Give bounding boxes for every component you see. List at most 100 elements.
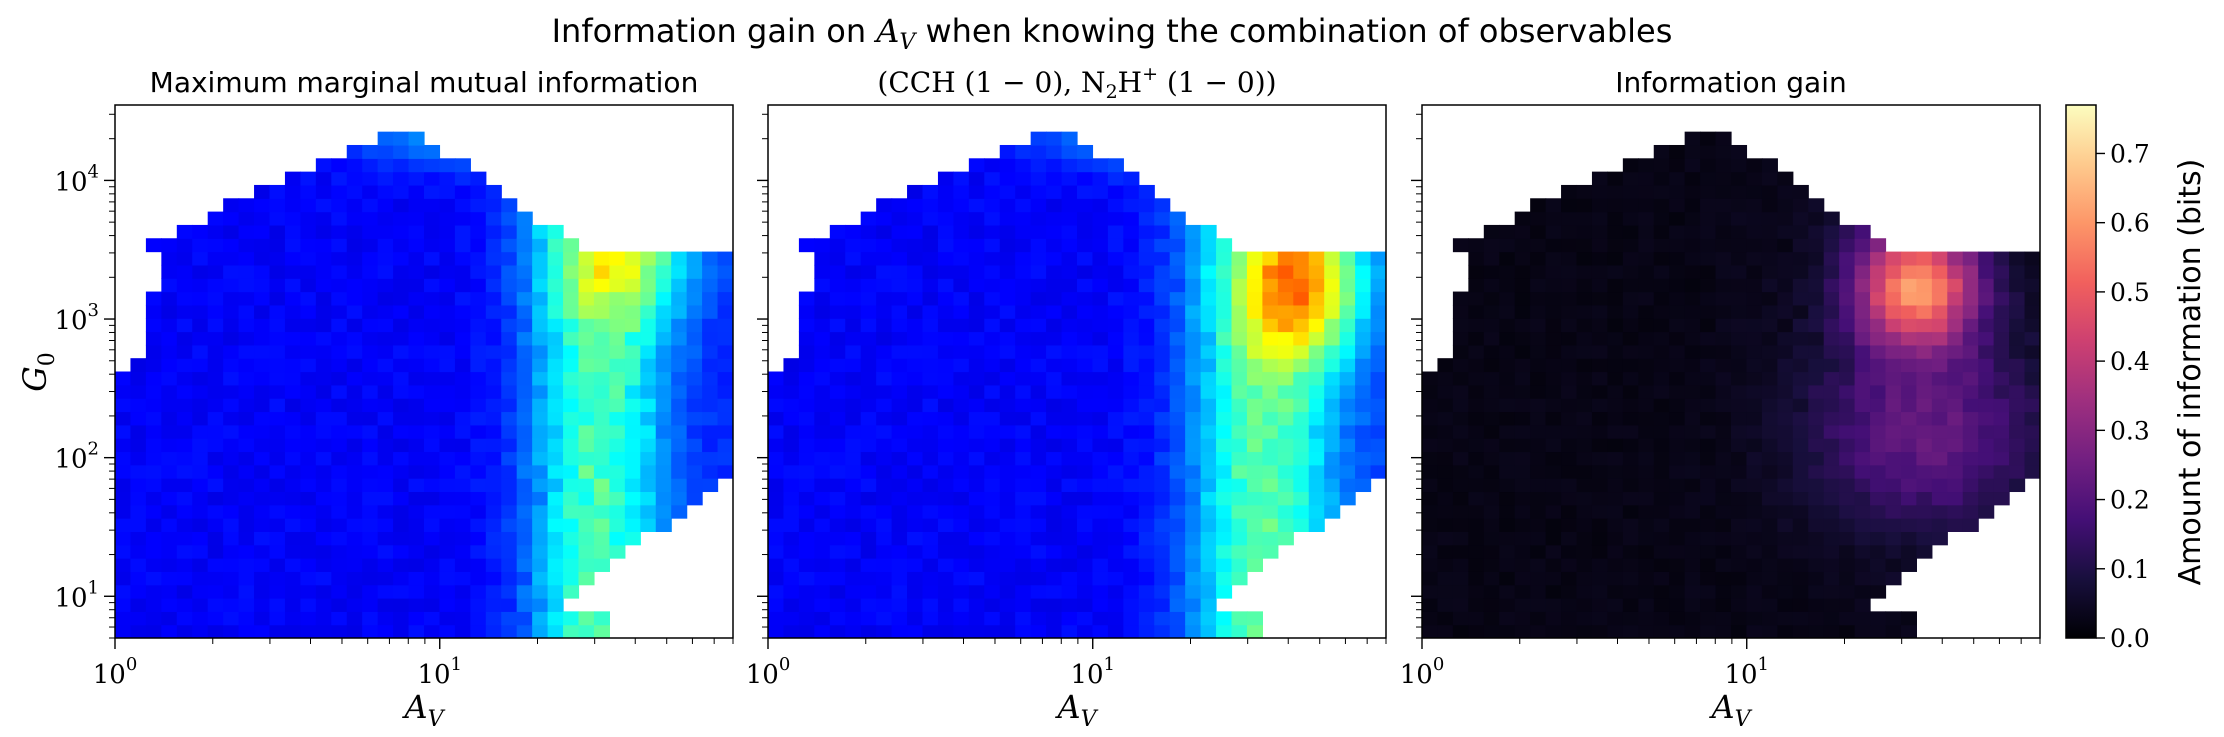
heatmap-cell <box>470 411 487 426</box>
heatmap-cell <box>1277 251 1294 266</box>
heatmap-cell <box>145 238 162 253</box>
heatmap-cell <box>1823 211 1840 226</box>
heatmap-cell <box>876 398 893 413</box>
heatmap-cell <box>1715 278 1732 293</box>
heatmap-cell <box>593 344 610 359</box>
heatmap-cell <box>1324 264 1341 279</box>
heatmap-cell <box>1293 491 1310 506</box>
heatmap-cell <box>331 278 348 293</box>
heatmap-cell <box>1123 224 1140 239</box>
heatmap-cell <box>768 451 785 466</box>
heatmap-cell <box>702 451 719 466</box>
heatmap-cell <box>424 291 441 306</box>
heatmap-cell <box>798 611 815 626</box>
heatmap-cell <box>814 504 831 519</box>
heatmap-cell <box>408 158 425 173</box>
heatmap-cell <box>1123 544 1140 559</box>
heatmap-cell <box>300 544 317 559</box>
heatmap-cell <box>1746 331 1763 346</box>
heatmap-cell <box>1808 358 1825 373</box>
heatmap-cell <box>377 544 394 559</box>
heatmap-cell <box>1607 371 1624 386</box>
heatmap-cell <box>1808 224 1825 239</box>
heatmap-cell <box>1638 278 1655 293</box>
heatmap-cell <box>408 371 425 386</box>
heatmap-cell <box>1200 544 1217 559</box>
heatmap-cell <box>1046 371 1063 386</box>
heatmap-cell <box>254 371 271 386</box>
heatmap-cell <box>1015 624 1032 638</box>
heatmap-cell <box>1499 518 1516 532</box>
heatmap-cell <box>1437 384 1454 399</box>
heatmap-cell <box>1607 278 1624 293</box>
heatmap-cell <box>192 624 209 638</box>
heatmap-cell <box>907 544 924 559</box>
heatmap-cell <box>1576 251 1593 266</box>
heatmap-cell <box>2024 278 2040 293</box>
heatmap-cell <box>984 598 1001 612</box>
heatmap-cell <box>1277 291 1294 306</box>
xlabel-marginal: AV <box>402 688 446 732</box>
heatmap-cell <box>563 451 580 466</box>
heatmap-cell <box>1231 544 1248 559</box>
heatmap-cell <box>1870 518 1887 532</box>
heatmap-cell <box>578 371 595 386</box>
heatmap-cell <box>609 451 626 466</box>
heatmap-cell <box>1185 491 1202 506</box>
heatmap-cell <box>563 558 580 572</box>
heatmap-cell <box>1700 331 1717 346</box>
heatmap-cell <box>424 331 441 346</box>
heatmap-cell <box>470 291 487 306</box>
heatmap-cell <box>829 438 846 453</box>
heatmap-cell <box>161 611 178 626</box>
heatmap-cell <box>176 611 193 626</box>
heatmap-cell <box>1123 278 1140 293</box>
heatmap-cell <box>362 144 379 159</box>
heatmap-cell <box>424 251 441 266</box>
heatmap-cell <box>702 358 719 373</box>
figure-title-av-sub: V <box>899 30 917 55</box>
heatmap-cell <box>223 264 240 279</box>
heatmap-cell <box>1777 438 1794 453</box>
heatmap-cell <box>860 331 877 346</box>
heatmap-cell <box>207 518 224 532</box>
heatmap-cell <box>1761 238 1778 253</box>
heatmap-cell <box>1545 584 1562 599</box>
heatmap-cell <box>1437 611 1454 626</box>
heatmap-cell <box>1916 291 1933 306</box>
heatmap-cell <box>1046 224 1063 239</box>
heatmap-cell <box>1947 264 1964 279</box>
heatmap-cell <box>1916 424 1933 439</box>
heatmap-cell <box>192 371 209 386</box>
heatmap-cell <box>593 398 610 413</box>
heatmap-cell <box>783 398 800 413</box>
heatmap-cell <box>1978 424 1995 439</box>
heatmap-cell <box>161 518 178 532</box>
heatmap-cell <box>1839 291 1856 306</box>
heatmap-cell <box>161 598 178 612</box>
heatmap-cell <box>655 304 672 319</box>
heatmap-cell <box>454 478 471 493</box>
heatmap-cell <box>1561 371 1578 386</box>
heatmap-cell <box>1700 344 1717 359</box>
heatmap-cell <box>891 438 908 453</box>
heatmap-cell <box>1293 318 1310 333</box>
heatmap-cell <box>408 598 425 612</box>
heatmap-cell <box>640 358 657 373</box>
heatmap-cell <box>907 478 924 493</box>
heatmap-cell <box>1576 224 1593 239</box>
heatmap-cell <box>1308 291 1325 306</box>
heatmap-cell <box>984 184 1001 199</box>
heatmap-cell <box>331 518 348 532</box>
heatmap-cell <box>1731 584 1748 599</box>
heatmap-cell <box>1468 344 1485 359</box>
heatmap-cell <box>1483 624 1500 638</box>
heatmap-cell <box>1092 558 1109 572</box>
heatmap-cell <box>686 478 703 493</box>
heatmap-cell <box>1885 544 1902 559</box>
heatmap-cell <box>2009 344 2026 359</box>
heatmap-cell <box>1823 504 1840 519</box>
heatmap-cell <box>1792 398 1809 413</box>
heatmap-cell <box>424 478 441 493</box>
heatmap-cell <box>1483 371 1500 386</box>
